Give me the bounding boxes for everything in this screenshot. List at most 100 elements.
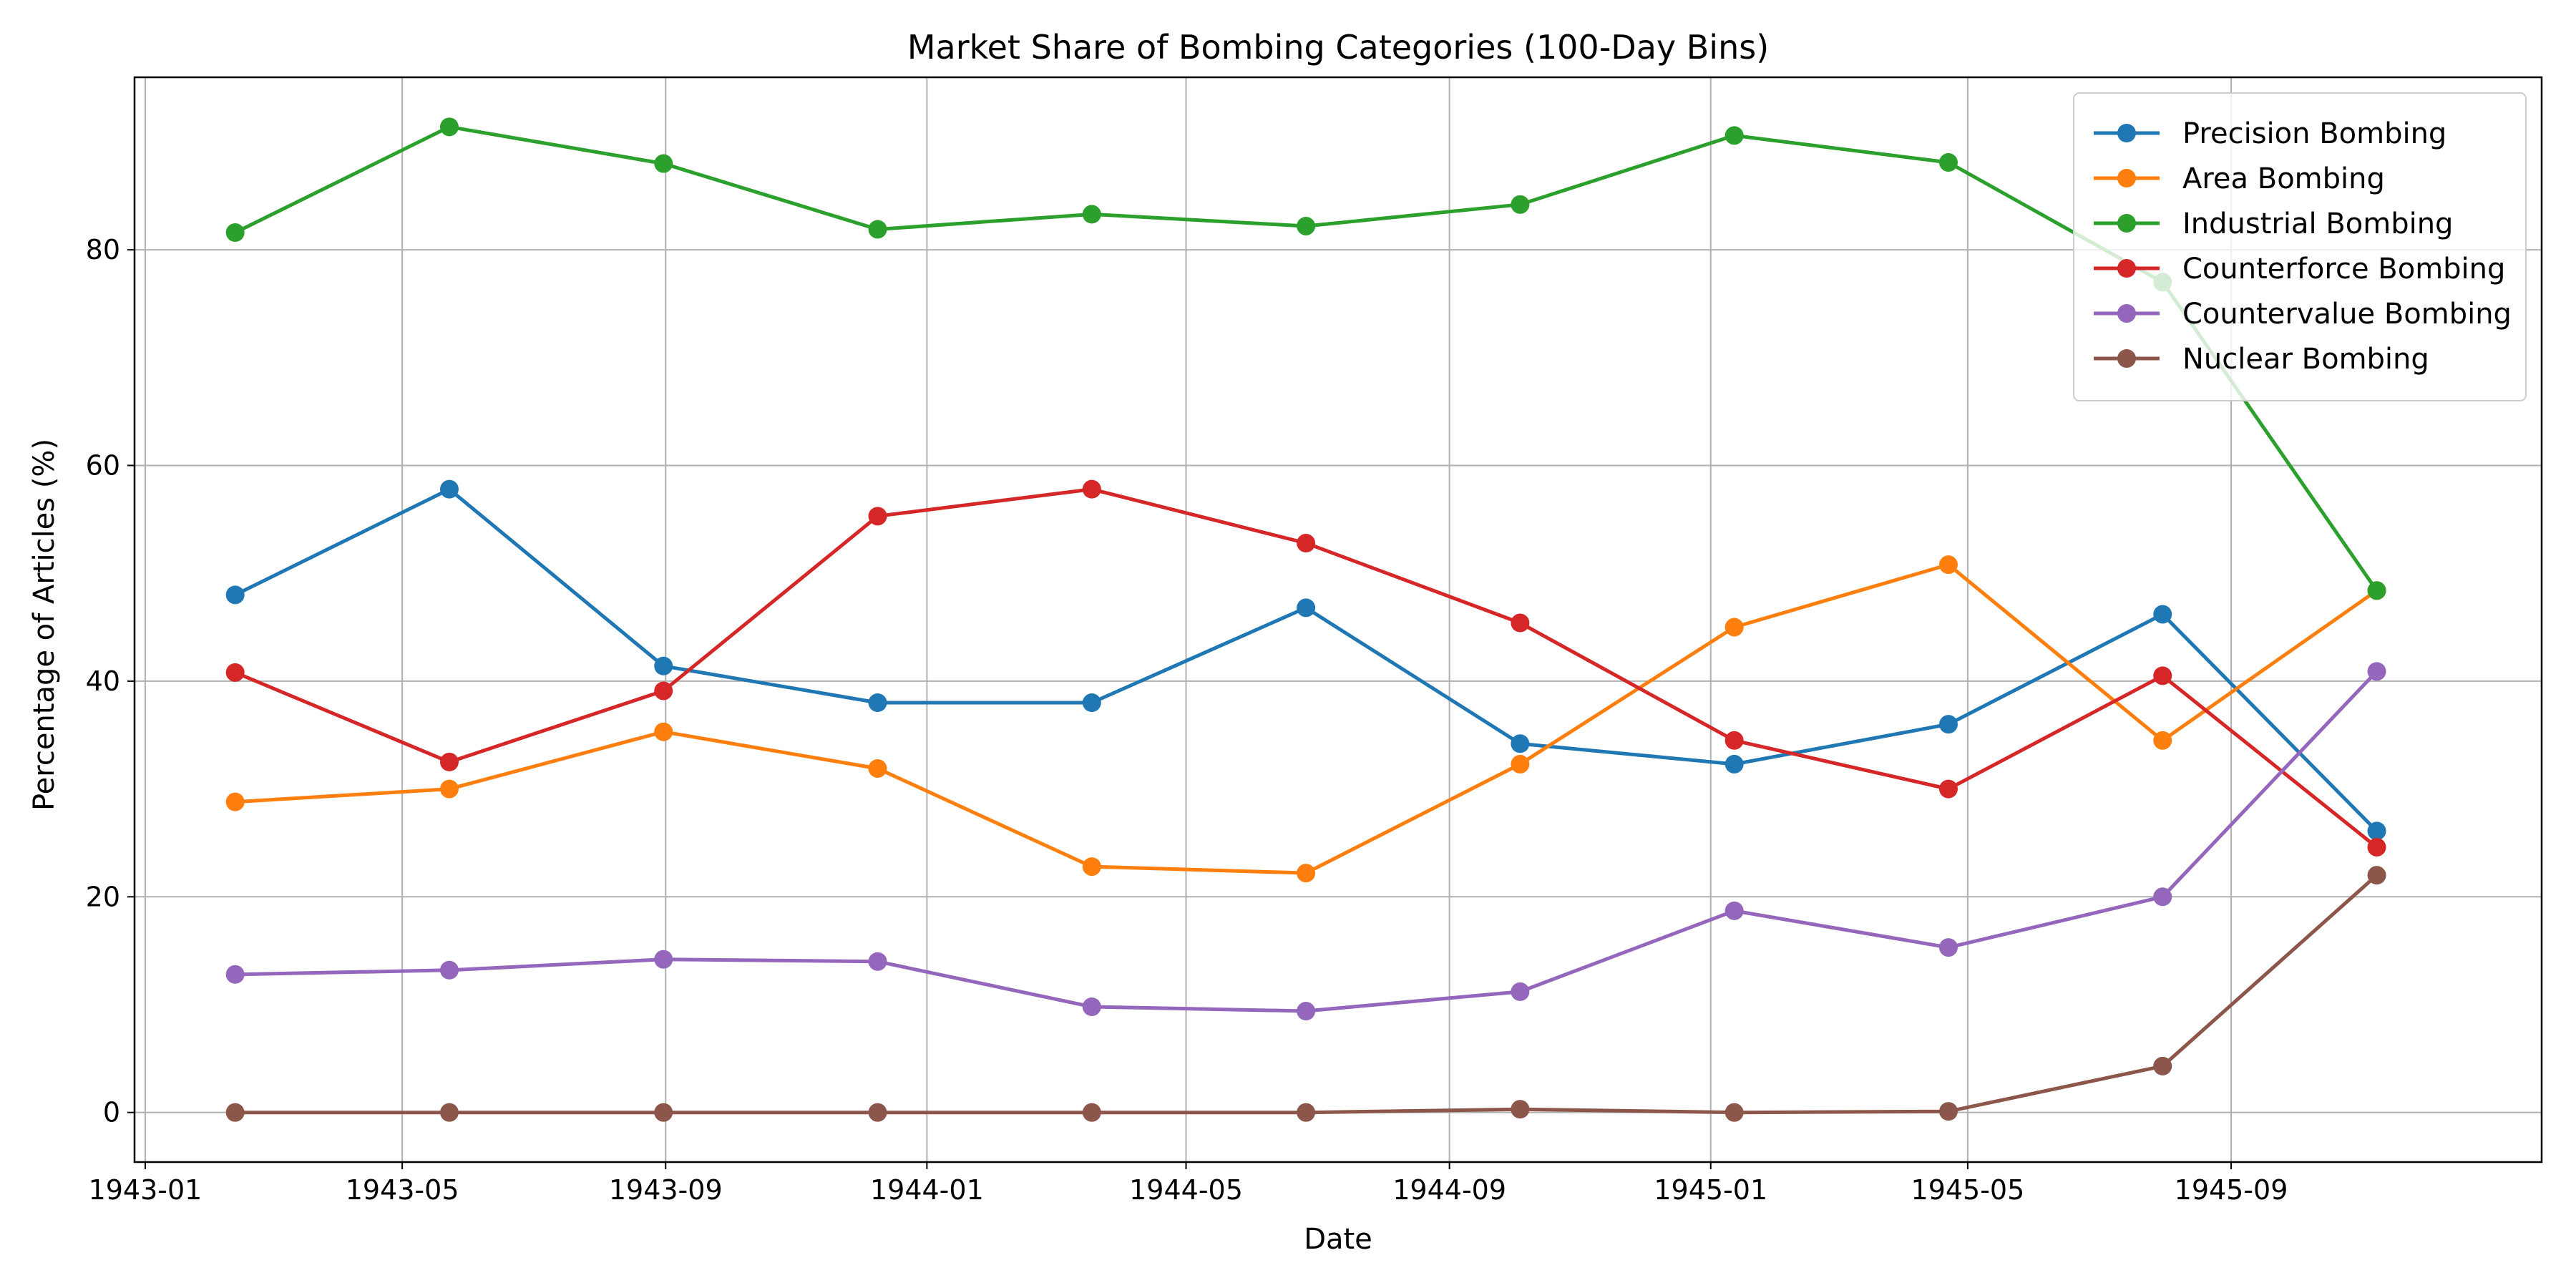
- legend-label-area-bombing: Area Bombing: [2182, 162, 2385, 195]
- data-point-industrial-bombing: [1724, 126, 1744, 145]
- data-point-area-bombing: [1938, 555, 1958, 575]
- data-point-industrial-bombing: [654, 154, 673, 173]
- data-point-precision-bombing: [1724, 754, 1744, 774]
- data-point-industrial-bombing: [1297, 216, 1316, 235]
- x-tick-label: 1945-01: [1654, 1174, 1767, 1206]
- data-point-counterforce-bombing: [439, 752, 459, 771]
- data-point-nuclear-bombing: [868, 1103, 887, 1122]
- data-point-nuclear-bombing: [2153, 1056, 2172, 1075]
- legend-marker-area-bombing: [2117, 169, 2136, 187]
- data-point-nuclear-bombing: [1724, 1103, 1744, 1122]
- data-point-area-bombing: [2153, 731, 2172, 750]
- y-tick-label: 20: [86, 881, 120, 912]
- data-point-counterforce-bombing: [2367, 837, 2386, 857]
- data-point-nuclear-bombing: [225, 1103, 245, 1122]
- legend-marker-counterforce-bombing: [2117, 259, 2136, 278]
- data-point-nuclear-bombing: [1938, 1102, 1958, 1121]
- x-axis-label: Date: [1304, 1223, 1372, 1256]
- data-point-precision-bombing: [1511, 734, 1530, 753]
- data-point-counterforce-bombing: [2153, 666, 2172, 686]
- data-point-countervalue-bombing: [1082, 997, 1101, 1016]
- data-point-nuclear-bombing: [439, 1103, 459, 1122]
- y-tick-label: 80: [86, 234, 120, 265]
- series-line-countervalue-bombing: [233, 668, 2380, 1013]
- legend-marker-industrial-bombing: [2117, 214, 2136, 233]
- data-point-countervalue-bombing: [654, 950, 673, 969]
- legend-label-nuclear-bombing: Nuclear Bombing: [2182, 343, 2429, 376]
- data-point-countervalue-bombing: [2153, 887, 2172, 907]
- legend: Precision Bombing Area Bombing Industrial …: [2073, 92, 2527, 401]
- legend-box: [2073, 92, 2527, 401]
- x-tick-label: 1943-05: [346, 1174, 459, 1206]
- data-point-nuclear-bombing: [1511, 1100, 1530, 1119]
- legend-label-industrial-bombing: Industrial Bombing: [2182, 208, 2453, 240]
- series-line-nuclear-bombing: [233, 872, 2380, 1115]
- data-point-countervalue-bombing: [1724, 901, 1744, 920]
- data-point-area-bombing: [868, 758, 887, 778]
- data-point-counterforce-bombing: [1082, 479, 1101, 499]
- series-area-bombing: [225, 555, 2386, 883]
- y-tick-label: 60: [86, 450, 120, 482]
- data-point-area-bombing: [439, 779, 459, 799]
- data-point-nuclear-bombing: [1082, 1103, 1101, 1122]
- legend-marker-precision-bombing: [2117, 124, 2136, 142]
- legend-marker-countervalue-bombing: [2117, 304, 2136, 323]
- x-tick-label: 1945-05: [1911, 1174, 2025, 1206]
- x-tick-label: 1945-09: [2175, 1174, 2288, 1206]
- plot-frame: [133, 76, 2543, 1163]
- data-point-counterforce-bombing: [1724, 731, 1744, 750]
- data-point-industrial-bombing: [2367, 581, 2386, 600]
- y-tick-label: 40: [86, 665, 120, 697]
- data-point-industrial-bombing: [868, 220, 887, 239]
- series-nuclear-bombing: [225, 866, 2386, 1122]
- data-point-countervalue-bombing: [225, 965, 245, 984]
- legend-label-countervalue-bombing: Countervalue Bombing: [2182, 298, 2512, 331]
- axis-ticks: 1943-01 1943-05 1943-09 1944-01 1944-05 1944-…: [86, 234, 2288, 1206]
- data-point-counterforce-bombing: [225, 663, 245, 682]
- data-point-area-bombing: [1724, 618, 1744, 637]
- x-tick-label: 1944-09: [1392, 1174, 1506, 1206]
- data-point-countervalue-bombing: [1297, 1002, 1316, 1021]
- x-tick-label: 1943-09: [609, 1174, 723, 1206]
- data-point-precision-bombing: [654, 656, 673, 675]
- x-tick-label: 1943-01: [89, 1174, 203, 1206]
- data-point-precision-bombing: [439, 479, 459, 499]
- data-point-counterforce-bombing: [1297, 534, 1316, 553]
- data-point-nuclear-bombing: [654, 1103, 673, 1122]
- data-point-area-bombing: [225, 792, 245, 811]
- x-tick-label: 1944-01: [870, 1174, 984, 1206]
- series-group: [225, 117, 2386, 1122]
- data-point-industrial-bombing: [225, 223, 245, 243]
- data-point-industrial-bombing: [439, 117, 459, 137]
- data-point-industrial-bombing: [1511, 195, 1530, 214]
- data-point-precision-bombing: [1082, 693, 1101, 713]
- data-point-area-bombing: [1082, 857, 1101, 877]
- data-point-precision-bombing: [1938, 715, 1958, 734]
- x-tick-label: 1944-05: [1129, 1174, 1243, 1206]
- y-axis-label: Percentage of Articles (%): [28, 439, 61, 811]
- data-point-precision-bombing: [1297, 598, 1316, 618]
- data-point-counterforce-bombing: [868, 507, 887, 526]
- data-point-precision-bombing: [225, 585, 245, 605]
- y-tick-label: 0: [103, 1097, 120, 1128]
- data-point-area-bombing: [654, 722, 673, 741]
- data-point-counterforce-bombing: [654, 681, 673, 701]
- series-counterforce-bombing: [225, 479, 2386, 857]
- data-point-nuclear-bombing: [2367, 866, 2386, 885]
- series-industrial-bombing: [225, 117, 2386, 600]
- data-point-countervalue-bombing: [1938, 938, 1958, 957]
- chart-title: Market Share of Bombing Categories (100-…: [907, 28, 1769, 67]
- data-point-countervalue-bombing: [2367, 662, 2386, 681]
- data-point-countervalue-bombing: [1511, 982, 1530, 1001]
- data-point-area-bombing: [1511, 754, 1530, 774]
- data-point-counterforce-bombing: [1511, 613, 1530, 633]
- legend-marker-nuclear-bombing: [2117, 349, 2136, 368]
- data-point-precision-bombing: [2153, 605, 2172, 624]
- series-precision-bombing: [225, 479, 2386, 841]
- legend-label-precision-bombing: Precision Bombing: [2182, 117, 2446, 150]
- data-point-counterforce-bombing: [1938, 779, 1958, 799]
- data-point-industrial-bombing: [1082, 205, 1101, 224]
- data-point-countervalue-bombing: [439, 960, 459, 980]
